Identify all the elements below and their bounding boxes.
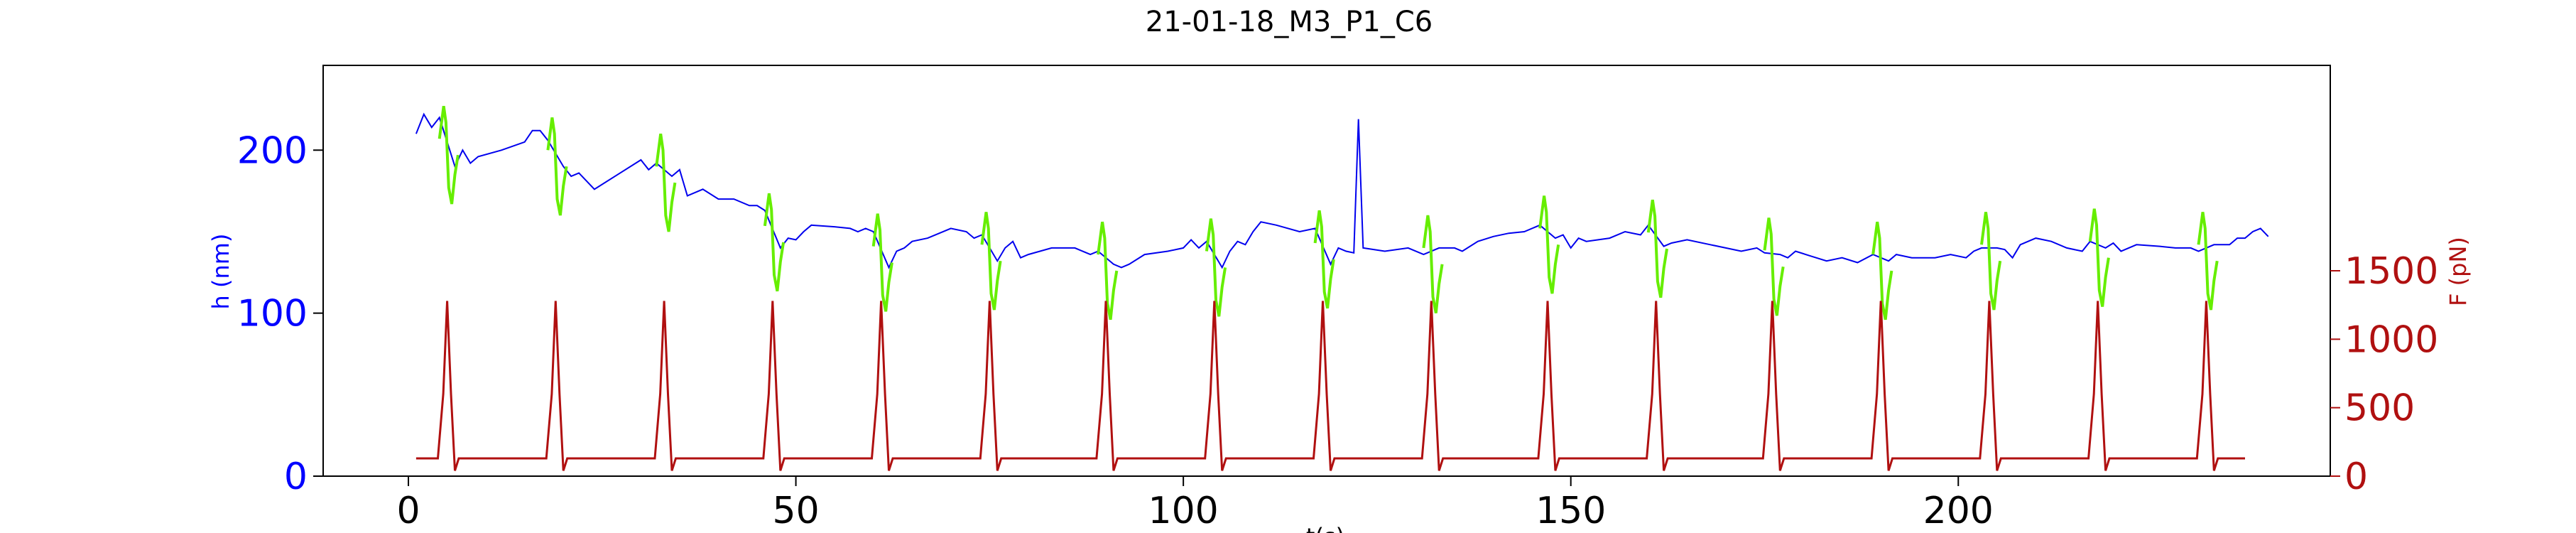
height-pulse-line bbox=[1205, 218, 1227, 317]
height-pulse-line bbox=[1980, 212, 2002, 311]
height-pulse-line bbox=[655, 134, 677, 232]
x-tick-label: 200 bbox=[1923, 490, 1994, 532]
y-axis-right: 0 500 1000 1500 bbox=[2330, 250, 2438, 498]
y-axis-left-label: h (nm) bbox=[207, 234, 234, 310]
height-pulse-line bbox=[1097, 221, 1119, 321]
x-tick-label: 0 bbox=[396, 490, 420, 532]
pulse-series bbox=[438, 106, 2219, 321]
y-left-tick-label: 0 bbox=[284, 456, 308, 498]
height-pulse-line bbox=[1538, 195, 1560, 294]
height-pulse-line bbox=[763, 193, 786, 292]
x-axis: 0 50 100 150 200 bbox=[396, 476, 1994, 532]
force-series bbox=[415, 301, 2245, 471]
height-pulse-line bbox=[1763, 217, 1785, 316]
x-tick-label: 50 bbox=[772, 490, 819, 532]
y-axis-right-label: F (pN) bbox=[2445, 237, 2472, 306]
force-line bbox=[415, 301, 2245, 471]
y-right-tick-label: 0 bbox=[2344, 456, 2368, 498]
height-pulse-line bbox=[1646, 199, 1668, 298]
y-axis-left: 0 100 200 bbox=[237, 129, 323, 498]
height-pulse-line bbox=[980, 212, 1002, 311]
height-pulse-line bbox=[871, 213, 893, 312]
height-line bbox=[415, 112, 2269, 269]
y-left-tick-label: 100 bbox=[237, 293, 308, 335]
height-pulse-line bbox=[546, 117, 568, 216]
x-tick-label: 100 bbox=[1148, 490, 1219, 532]
y-right-tick-label: 1500 bbox=[2344, 250, 2438, 293]
x-tick-label: 150 bbox=[1536, 490, 1606, 532]
height-series bbox=[415, 112, 2269, 269]
height-pulse-line bbox=[2088, 208, 2110, 307]
height-pulse-line bbox=[2197, 212, 2219, 311]
height-pulse-line bbox=[1422, 215, 1444, 313]
height-pulse-line bbox=[1871, 221, 1893, 321]
y-right-tick-label: 1000 bbox=[2344, 318, 2438, 361]
y-left-tick-label: 200 bbox=[237, 129, 308, 172]
chart-title: 21-01-18_M3_P1_C6 bbox=[1146, 6, 1433, 38]
x-axis-label: t(s) bbox=[1306, 523, 1344, 533]
height-pulse-line bbox=[438, 106, 460, 205]
y-right-tick-label: 500 bbox=[2344, 387, 2415, 430]
height-pulse-line bbox=[1313, 210, 1335, 309]
